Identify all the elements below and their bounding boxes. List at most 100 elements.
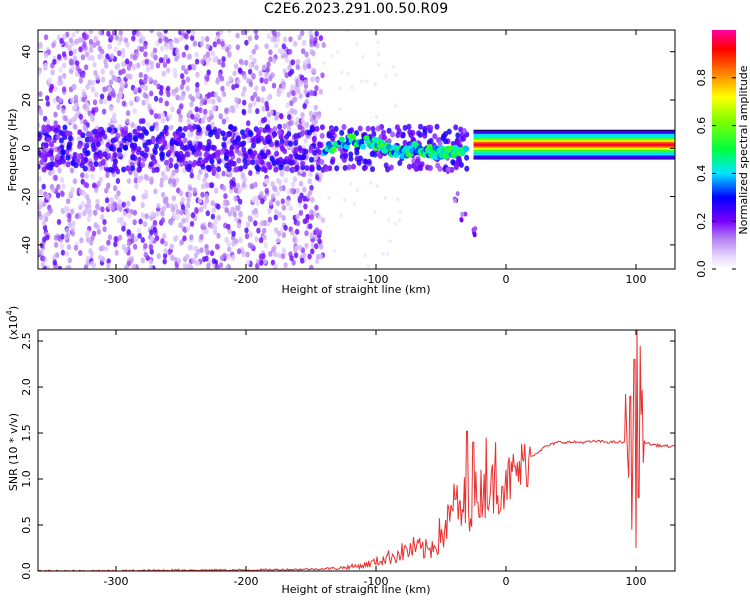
- spectrogram-y-ticks: -40 -20 0 20 40: [20, 45, 675, 254]
- noise-cell: [254, 34, 259, 41]
- snr-scale-factor: (x104): [5, 306, 20, 340]
- x-tick-label: -300: [104, 575, 129, 588]
- noise-cell: [394, 73, 398, 77]
- noise-cell: [143, 243, 148, 249]
- noise-cell: [240, 91, 246, 98]
- noise-cell: [38, 249, 42, 255]
- noise-cell: [179, 35, 184, 42]
- noise-cell: [247, 107, 252, 114]
- noise-cell: [207, 98, 212, 104]
- noise-cell: [274, 209, 279, 215]
- noise-cell: [247, 68, 253, 75]
- band-cell: [333, 125, 339, 132]
- band-cell: [406, 123, 412, 130]
- band-cell: [326, 132, 332, 139]
- noise-cell: [228, 75, 233, 82]
- noise-cell: [227, 210, 232, 217]
- noise-cell: [209, 182, 215, 189]
- noise-cell: [83, 119, 88, 126]
- noise-cell: [309, 232, 314, 239]
- band-cell: [85, 150, 91, 156]
- noise-cell: [160, 117, 166, 124]
- noise-cell: [186, 118, 191, 125]
- noise-cell: [226, 253, 231, 260]
- noise-cell: [179, 209, 184, 216]
- band-cell: [76, 153, 82, 160]
- noise-cell: [149, 109, 154, 116]
- noise-cell: [113, 76, 119, 83]
- noise-cell: [178, 190, 184, 197]
- noise-cell: [266, 119, 271, 126]
- band-cell: [437, 140, 443, 147]
- band-cell: [461, 135, 467, 142]
- noise-cell: [198, 206, 204, 213]
- noise-cell: [106, 95, 112, 101]
- noise-cell: [272, 57, 277, 64]
- band-cell: [180, 153, 186, 160]
- noise-cell: [224, 207, 229, 214]
- noise-cell: [82, 91, 87, 98]
- band-cell: [120, 131, 126, 137]
- noise-cell: [225, 80, 231, 87]
- noise-cell: [318, 214, 323, 221]
- noise-cell: [143, 51, 148, 58]
- band-cell: [60, 130, 66, 137]
- band-cell: [251, 142, 256, 149]
- band-cell: [206, 138, 212, 145]
- band-cell: [288, 153, 294, 160]
- noise-cell: [227, 30, 232, 34]
- noise-cell: [376, 62, 381, 67]
- noise-cell: [41, 255, 46, 262]
- noise-cell: [304, 51, 309, 58]
- noise-cell: [184, 44, 189, 51]
- noise-cell: [79, 237, 84, 244]
- noise-cell: [381, 251, 385, 256]
- noise-cell: [62, 33, 67, 40]
- noise-cell: [114, 34, 120, 41]
- noise-cell: [156, 202, 161, 209]
- noise-cell: [92, 61, 97, 68]
- noise-cell: [125, 117, 130, 124]
- noise-cell: [132, 209, 138, 216]
- band-cell: [41, 150, 47, 157]
- noise-cell: [224, 236, 229, 243]
- noise-cell: [155, 62, 161, 69]
- trace-cell: [350, 133, 357, 140]
- y-tick-label: 40: [20, 45, 33, 59]
- noise-cell: [212, 229, 218, 235]
- noise-cell: [163, 199, 168, 206]
- noise-cell: [282, 36, 288, 43]
- band-cell: [300, 160, 306, 167]
- noise-cell: [174, 87, 179, 93]
- noise-cell: [314, 30, 319, 37]
- noise-cell: [69, 208, 75, 215]
- noise-cell: [121, 61, 126, 68]
- noise-cell: [78, 189, 84, 195]
- noise-cell: [218, 30, 224, 35]
- band-cell: [260, 166, 266, 172]
- noise-cell: [303, 137, 308, 144]
- noise-cell: [109, 53, 115, 60]
- band-cell: [45, 164, 51, 171]
- noise-cell: [132, 243, 138, 250]
- noise-cell: [181, 51, 186, 58]
- noise-cell: [189, 172, 194, 179]
- band-cell: [307, 129, 312, 136]
- noise-cell: [45, 193, 50, 200]
- noise-cell: [293, 85, 298, 91]
- noise-cell: [317, 229, 323, 236]
- band-cell: [402, 124, 408, 131]
- noise-cell: [204, 248, 209, 254]
- noise-cell: [321, 42, 326, 48]
- band-cell: [453, 124, 459, 131]
- noise-cell: [309, 214, 314, 221]
- noise-cell: [131, 35, 136, 42]
- noise-cell: [120, 220, 125, 227]
- band-cell: [39, 159, 45, 165]
- band-cell: [88, 161, 94, 167]
- noise-cell: [391, 65, 395, 69]
- noise-cell: [93, 222, 98, 229]
- noise-cell: [212, 41, 217, 48]
- band-cell: [228, 161, 233, 168]
- band-cell: [108, 145, 114, 151]
